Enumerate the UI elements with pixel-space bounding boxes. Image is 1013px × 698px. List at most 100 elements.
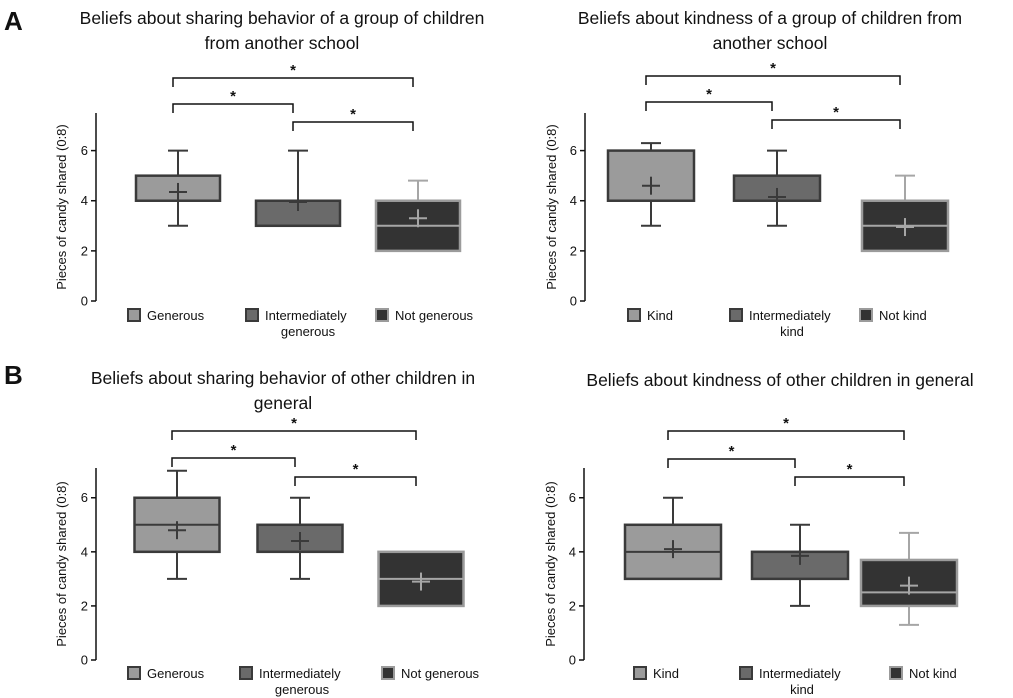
legend-label: Intermediately (749, 308, 831, 323)
box-2 (750, 523, 850, 607)
significance-bracket: * (794, 461, 905, 486)
significance-star: * (231, 442, 237, 459)
legend-swatch (375, 308, 389, 322)
y-tick-label: 4 (81, 544, 88, 559)
legend-swatch (239, 666, 253, 680)
box-2 (254, 149, 342, 228)
box-1 (623, 496, 723, 581)
box-1 (134, 149, 222, 227)
legend-label: Not kind (879, 308, 927, 323)
y-tick-label: 6 (81, 143, 88, 158)
chart-4: Beliefs about kindness of other children… (543, 370, 974, 697)
legend-swatch (127, 308, 141, 322)
legend-swatch (859, 308, 873, 322)
significance-bracket: * (645, 60, 901, 85)
bracket-line (794, 476, 905, 486)
chart-title: Beliefs about kindness of other children… (586, 370, 973, 390)
panel-label-b: B (4, 360, 23, 390)
box-3 (377, 550, 465, 608)
bracket-line (172, 77, 414, 87)
significance-star: * (706, 86, 712, 103)
significance-bracket: * (172, 62, 414, 87)
y-axis-label: Pieces of candy shared (0:8) (54, 481, 69, 646)
chart-2: Beliefs about kindness of a group of chi… (544, 8, 962, 339)
box-1 (133, 469, 221, 580)
box-2 (732, 149, 822, 227)
bracket-line (771, 119, 901, 129)
bracket-line (172, 103, 294, 113)
bracket-line (294, 476, 417, 486)
legend-swatch (889, 666, 903, 680)
box-3 (860, 174, 950, 253)
legend-label: Kind (647, 308, 673, 323)
y-tick-label: 2 (81, 243, 88, 258)
box-3 (859, 531, 959, 626)
bracket-line (645, 101, 773, 111)
legend-label: Kind (653, 666, 679, 681)
y-tick-label: 2 (569, 598, 576, 613)
bracket-line (667, 458, 796, 468)
chart-title: Beliefs about sharing behavior of a grou… (80, 8, 485, 28)
legend-label: Not generous (401, 666, 480, 681)
legend-label: Intermediately (759, 666, 841, 681)
chart-title: from another school (205, 33, 360, 53)
box-1 (606, 142, 696, 227)
y-axis-label: Pieces of candy shared (0:8) (543, 481, 558, 646)
y-tick-label: 2 (81, 598, 88, 613)
significance-bracket: * (645, 86, 773, 111)
legend-swatch (127, 666, 141, 680)
legend-swatch (739, 666, 753, 680)
bracket-line (292, 121, 414, 131)
significance-bracket: * (667, 415, 905, 440)
legend-label: Not kind (909, 666, 957, 681)
box-2 (256, 496, 344, 580)
legend-swatch (729, 308, 743, 322)
y-tick-label: 0 (81, 294, 88, 309)
significance-bracket: * (171, 415, 417, 440)
significance-bracket: * (667, 443, 796, 468)
significance-star: * (783, 415, 789, 432)
bracket-line (645, 75, 901, 85)
y-tick-label: 6 (81, 490, 88, 505)
significance-star: * (770, 60, 776, 77)
y-axis-label: Pieces of candy shared (0:8) (54, 124, 69, 289)
legend-swatch (245, 308, 259, 322)
legend-label: Not generous (395, 308, 474, 323)
significance-star: * (847, 461, 853, 478)
y-tick-label: 0 (81, 653, 88, 668)
significance-star: * (729, 443, 735, 460)
legend-label: generous (281, 324, 336, 339)
panel-label-a: A (4, 6, 23, 36)
significance-bracket: * (771, 104, 901, 129)
legend-swatch (381, 666, 395, 680)
chart-title: Beliefs about kindness of a group of chi… (578, 8, 962, 28)
charts: Beliefs about sharing behavior of a grou… (54, 8, 974, 697)
significance-star: * (353, 461, 359, 478)
y-tick-label: 2 (570, 243, 577, 258)
chart-1: Beliefs about sharing behavior of a grou… (54, 8, 484, 339)
significance-star: * (350, 106, 356, 123)
legend-label: generous (275, 682, 330, 697)
legend-label: kind (790, 682, 814, 697)
legend-label: Generous (147, 308, 205, 323)
significance-bracket: * (292, 106, 414, 131)
y-tick-label: 4 (569, 544, 576, 559)
bracket-line (171, 457, 296, 467)
significance-star: * (290, 62, 296, 79)
legend-swatch (627, 308, 641, 322)
legend-label: Intermediately (265, 308, 347, 323)
y-tick-label: 0 (570, 294, 577, 309)
chart-title: Beliefs about sharing behavior of other … (91, 368, 475, 388)
chart-title: general (254, 393, 312, 413)
significance-star: * (230, 88, 236, 105)
y-tick-label: 4 (81, 193, 88, 208)
box-rect (859, 558, 959, 608)
legend-label: kind (780, 324, 804, 339)
y-tick-label: 0 (569, 653, 576, 668)
chart-3: Beliefs about sharing behavior of other … (54, 368, 480, 697)
legend-label: Intermediately (259, 666, 341, 681)
